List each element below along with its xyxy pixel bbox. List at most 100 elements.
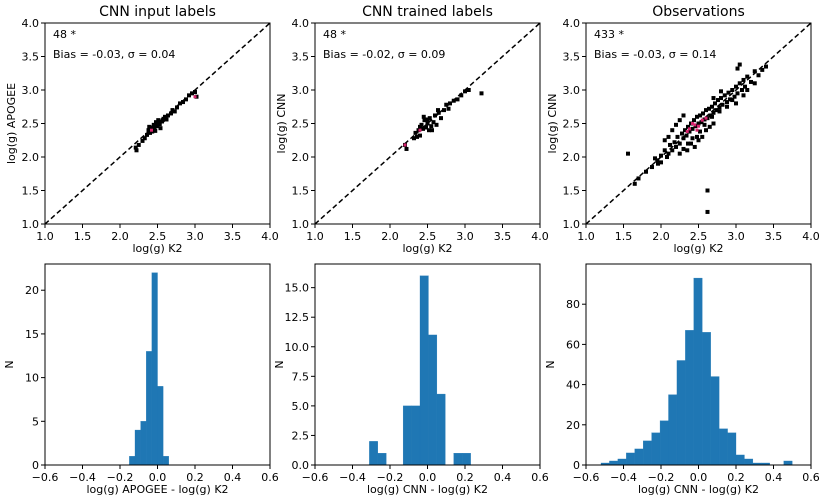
y-tick-label: 3.5 — [292, 51, 310, 64]
data-point — [152, 125, 157, 130]
data-point — [662, 148, 667, 153]
dense-point — [697, 124, 700, 128]
data-point — [436, 110, 441, 115]
x-tick-label: 3.5 — [494, 230, 512, 243]
data-point — [726, 90, 731, 95]
histogram-bar — [162, 456, 169, 466]
data-point — [436, 108, 440, 113]
data-point — [681, 113, 686, 118]
data-point — [674, 122, 678, 127]
x-tick-label: −0.4 — [69, 471, 96, 484]
data-point — [133, 145, 138, 150]
histogram-bar — [702, 332, 711, 466]
histogram-bar — [377, 453, 387, 466]
data-point — [439, 116, 443, 121]
histogram-bar — [453, 453, 463, 466]
y-tick-label: 10 — [25, 372, 39, 385]
stats-annotation: Bias = -0.02, σ = 0.09 — [323, 48, 445, 61]
subplot-title: CNN input labels — [99, 4, 216, 20]
y-tick-label: 10.0 — [285, 341, 310, 354]
data-point — [419, 122, 424, 127]
y-tick-label: 5.0 — [292, 400, 310, 413]
data-point — [429, 124, 434, 129]
data-point — [479, 91, 484, 96]
data-point — [702, 122, 707, 127]
x-tick-label: 3.5 — [765, 230, 783, 243]
data-point — [140, 138, 145, 143]
y-tick-label: 1.0 — [22, 218, 40, 231]
data-point — [650, 165, 654, 170]
data-point — [732, 94, 737, 99]
histogram-bar — [146, 351, 153, 466]
data-point — [683, 128, 687, 133]
x-tick-label: 0.4 — [494, 471, 512, 484]
y-tick-label: 1.5 — [292, 185, 310, 198]
data-point — [711, 121, 716, 126]
dense-point — [695, 128, 699, 132]
y-tick-label: 20 — [566, 419, 580, 432]
data-point — [148, 130, 152, 135]
data-point — [427, 128, 431, 133]
x-tick-label: −0.6 — [302, 471, 329, 484]
data-point — [752, 69, 757, 74]
data-point — [743, 84, 747, 89]
data-point — [151, 122, 156, 127]
x-tick-label: −0.4 — [339, 471, 366, 484]
data-point — [745, 88, 750, 92]
x-tick-label: 1.5 — [74, 230, 92, 243]
histogram-bar — [151, 272, 158, 466]
x-tick-label: 0.6 — [531, 471, 549, 484]
data-point — [153, 128, 158, 133]
data-point — [665, 155, 669, 159]
data-point — [730, 98, 735, 103]
data-point — [466, 88, 471, 92]
x-tick-label: 1.0 — [36, 230, 54, 243]
subplot-2: 1.0 1.5 2.0 2.5 3.0 3.5 4.0 1.0 1.5 2.0 2.5 3.0 3.5 4… — [275, 4, 549, 255]
x-tick-label: 4.0 — [531, 230, 549, 243]
histogram-bar — [134, 429, 141, 466]
x-tick-label: 0.6 — [802, 471, 820, 484]
dense-point — [693, 123, 697, 127]
data-point — [725, 100, 729, 105]
data-point — [692, 144, 697, 149]
stats-annotation: Bias = -0.03, σ = 0.14 — [594, 48, 716, 61]
data-point — [725, 104, 729, 109]
identity-line — [314, 22, 541, 225]
data-point — [636, 176, 641, 181]
y-tick-label: 2.5 — [22, 118, 40, 131]
data-point — [193, 90, 197, 95]
dense-point — [688, 127, 691, 131]
data-point — [656, 161, 660, 166]
histogram-bar — [735, 454, 745, 466]
y-tick-label: 4.0 — [563, 17, 581, 30]
histogram-bar — [436, 393, 446, 466]
data-point — [430, 128, 434, 133]
x-tick-label: 3.5 — [224, 230, 242, 243]
subplot-5: −0.6 −0.4 −0.2 0.0 0.2 0.4 0.6 0.0 2.5 5.0 7.5 10.0… — [273, 263, 549, 496]
data-point — [713, 101, 717, 106]
data-point — [418, 124, 422, 129]
x-tick-label: 2.5 — [690, 230, 708, 243]
data-point — [674, 144, 678, 149]
data-point — [677, 118, 682, 123]
data-point — [735, 66, 740, 71]
histogram-bar — [651, 432, 661, 466]
data-point — [134, 148, 139, 153]
data-point — [730, 88, 735, 92]
data-point — [666, 134, 671, 139]
x-axis-label: log(g) CNN - log(g) K2 — [367, 483, 488, 496]
data-point — [701, 111, 705, 116]
x-tick-label: 0.4 — [224, 471, 242, 484]
data-point — [626, 151, 630, 156]
y-tick-label: 7.5 — [292, 370, 310, 383]
y-tick-label: 3.0 — [22, 84, 40, 97]
y-tick-label: 1.5 — [22, 185, 40, 198]
x-axis-label: log(g) K2 — [132, 242, 182, 255]
data-point — [717, 109, 722, 114]
y-tick-label: 15 — [25, 328, 39, 341]
data-point — [659, 153, 663, 158]
data-point — [459, 93, 464, 98]
data-point — [421, 114, 426, 119]
histogram-bar — [157, 386, 164, 466]
y-tick-label: 2.5 — [563, 118, 581, 131]
